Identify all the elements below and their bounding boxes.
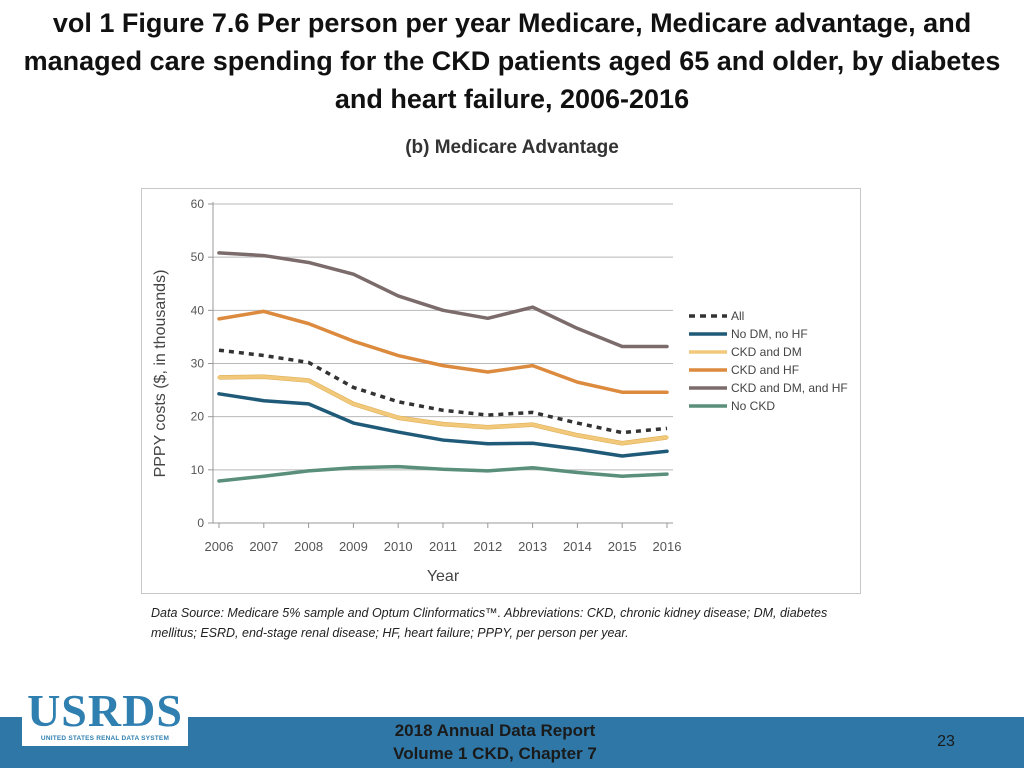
y-tick-label: 0 — [197, 516, 204, 530]
line-chart: 0 10 20 30 40 50 60 2006 2007 2008 2009 2010 2011 201… — [152, 197, 848, 585]
report-subtitle: Volume 1 CKD, Chapter 7 — [393, 744, 597, 763]
x-axis-label: Year — [427, 568, 460, 585]
data-source-footnote: Data Source: Medicare 5% sample and Optu… — [151, 606, 828, 640]
x-tick-label: 2007 — [249, 539, 278, 554]
chart-subtitle: (b) Medicare Advantage — [405, 137, 619, 158]
legend-label: No DM, no HF — [731, 327, 808, 341]
x-tick-label: 2009 — [339, 539, 368, 554]
usrds-logo: USRDS UNITED STATES RENAL DATA SYSTEM — [22, 685, 188, 746]
y-axis-label: PPPY costs ($, in thousands) — [152, 270, 169, 478]
x-tick-label: 2016 — [653, 539, 682, 554]
legend-label: CKD and HF — [731, 363, 799, 377]
series-line-5 — [217, 464, 669, 483]
y-tick-label: 20 — [191, 410, 205, 424]
legend-label: All — [731, 309, 744, 323]
y-tick-label: 60 — [191, 197, 205, 211]
x-tick-label: 2006 — [205, 539, 234, 554]
chart-frame — [141, 188, 861, 594]
x-tick-label: 2008 — [294, 539, 323, 554]
page-number: 23 — [937, 733, 955, 750]
x-tick-label: 2015 — [608, 539, 637, 554]
x-tick-label: 2010 — [384, 539, 413, 554]
legend-label: No CKD — [731, 399, 775, 413]
x-tick-label: 2013 — [518, 539, 547, 554]
x-tick-label: 2011 — [429, 539, 457, 554]
y-tick-label: 30 — [191, 357, 205, 371]
legend-label: CKD and DM, and HF — [731, 381, 848, 395]
y-tick-label: 10 — [191, 463, 205, 477]
legend-label: CKD and DM — [731, 345, 802, 359]
slide-title: vol 1 Figure 7.6 Per person per year Med… — [23, 8, 1001, 114]
x-tick-label: 2012 — [473, 539, 502, 554]
series-line-4 — [217, 251, 669, 349]
y-tick-label: 40 — [191, 303, 205, 317]
report-title: 2018 Annual Data Report — [394, 721, 596, 740]
logo-text: USRDS — [27, 685, 183, 736]
logo-subtext: UNITED STATES RENAL DATA SYSTEM — [40, 735, 170, 742]
series-line-0 — [218, 348, 668, 435]
x-tick-label: 2014 — [563, 539, 592, 554]
y-tick-label: 50 — [191, 250, 205, 264]
